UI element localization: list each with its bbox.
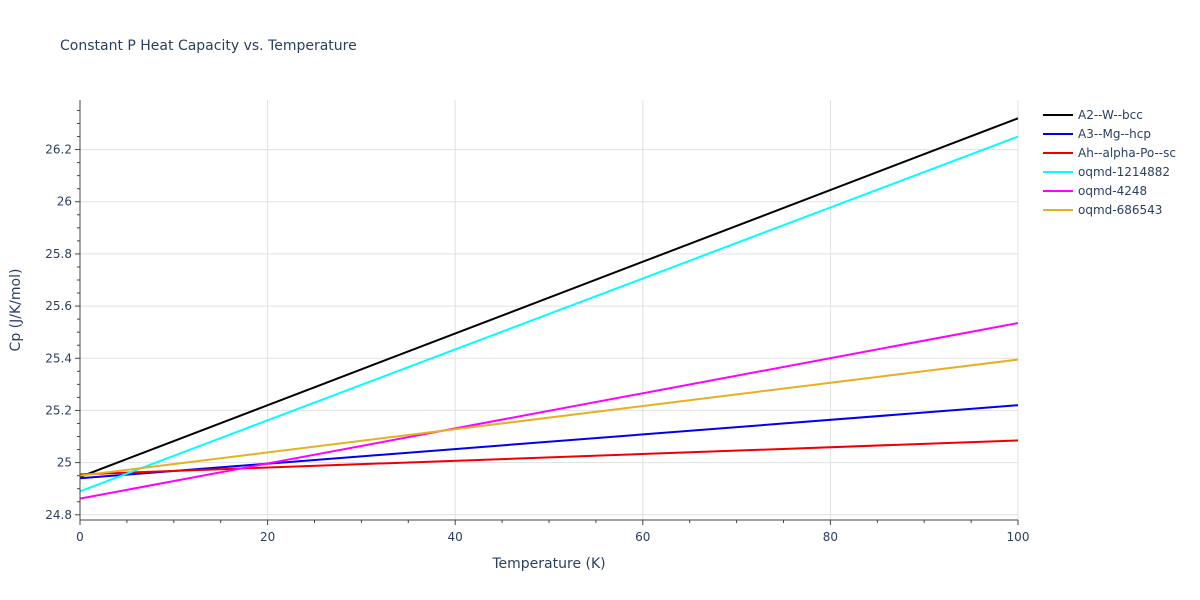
series-line [79, 322, 1019, 500]
series-line [79, 404, 1019, 480]
legend-label: oqmd-686543 [1078, 203, 1162, 217]
x-tick-label: 60 [635, 530, 650, 544]
plot-area [79, 117, 1019, 500]
x-tick-label: 100 [1007, 530, 1030, 544]
chart-title: Constant P Heat Capacity vs. Temperature [60, 38, 357, 54]
legend-item[interactable]: oqmd-686543 [1043, 203, 1162, 217]
series-line [79, 117, 1019, 478]
y-tick-label: 25.2 [45, 403, 72, 417]
legend-item[interactable]: A2--W--bcc [1043, 108, 1143, 122]
axes: 0 20 40 60 80 100 24.8 25 25.2 25.4 25.6 25.8 26 26.2 [45, 100, 1029, 544]
series-line [79, 135, 1019, 493]
grid [79, 100, 1019, 520]
y-tick-label: 25 [57, 456, 72, 470]
y-axis-title: Cp (J/K/mol) [8, 269, 24, 352]
y-tick-label: 26.2 [45, 143, 72, 157]
x-tick-label: 20 [260, 530, 275, 544]
x-tick-label: 80 [823, 530, 838, 544]
legend-label: A2--W--bcc [1078, 108, 1143, 122]
legend-item[interactable]: oqmd-4248 [1043, 184, 1147, 198]
y-tick-label: 26 [57, 195, 72, 209]
y-tick-label: 25.8 [45, 247, 72, 261]
x-axis-title: Temperature (K) [491, 556, 605, 572]
legend-label: Ah--alpha-Po--sc [1078, 146, 1176, 160]
legend-label: A3--Mg--hcp [1078, 127, 1151, 141]
legend-label: oqmd-4248 [1078, 184, 1147, 198]
y-tick-label: 25.4 [45, 351, 72, 365]
legend[interactable]: A2--W--bcc A3--Mg--hcp Ah--alpha-Po--sc oqm… [1043, 108, 1176, 217]
legend-item[interactable]: Ah--alpha-Po--sc [1043, 146, 1176, 160]
legend-item[interactable]: A3--Mg--hcp [1043, 127, 1151, 141]
y-tick-label: 25.6 [45, 299, 72, 313]
y-tick-label: 24.8 [45, 508, 72, 522]
x-tick-label: 40 [448, 530, 463, 544]
series-line [79, 358, 1019, 477]
x-tick-label: 0 [76, 530, 84, 544]
legend-label: oqmd-1214882 [1078, 165, 1170, 179]
legend-item[interactable]: oqmd-1214882 [1043, 165, 1170, 179]
